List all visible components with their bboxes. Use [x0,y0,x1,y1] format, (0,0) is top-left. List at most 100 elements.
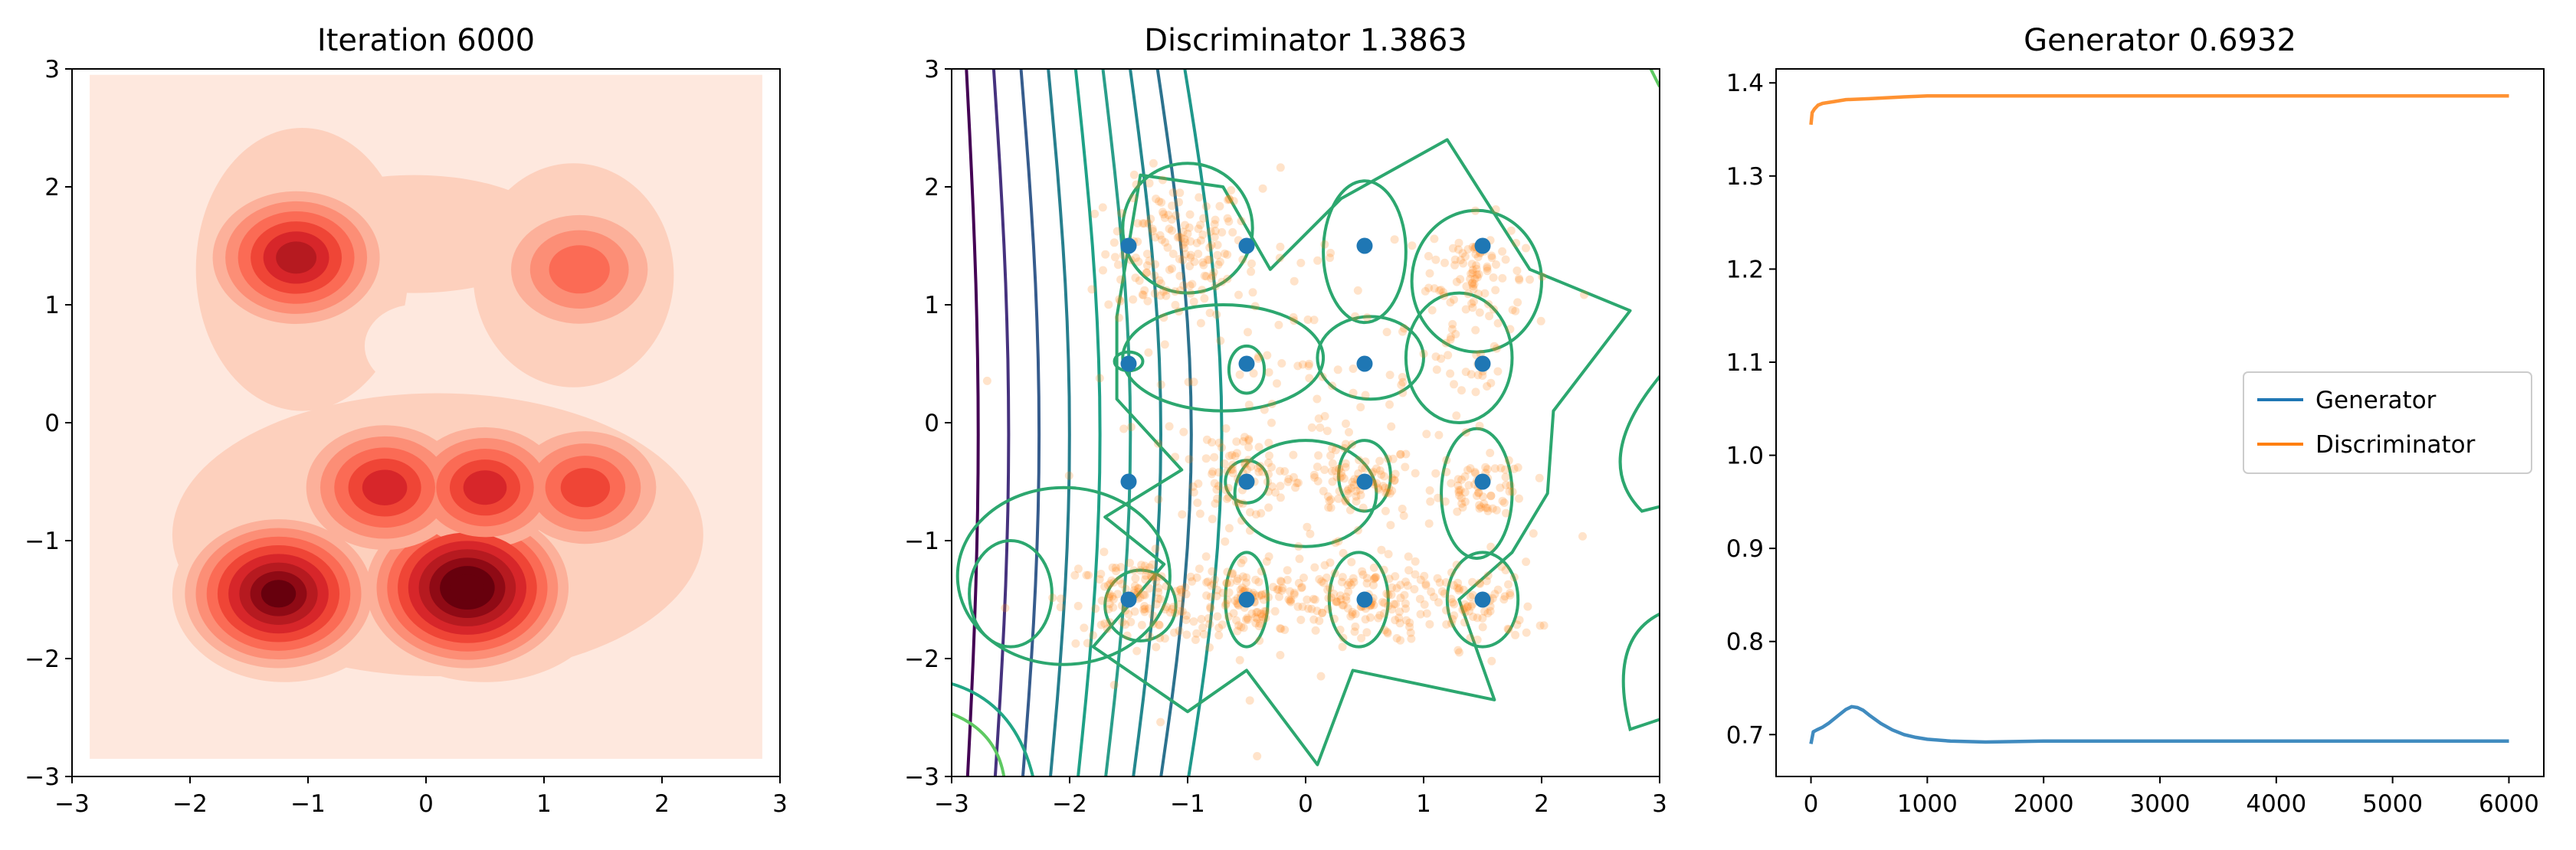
generated-point [1129,586,1139,595]
loss-title: Generator 0.6932 [2024,23,2296,58]
generated-point [1483,504,1492,512]
generated-point [1149,620,1158,629]
generated-point [1262,557,1271,566]
generated-point [1175,307,1183,316]
generated-point [1261,589,1270,598]
generated-point [1134,584,1143,593]
generated-point [1223,250,1232,259]
generated-point [1506,226,1516,235]
generated-point [1318,609,1327,617]
generated-point [1497,562,1506,571]
generated-point [1509,573,1519,582]
generated-point [1327,466,1336,476]
generated-point [1467,299,1476,308]
generated-point [1448,615,1457,624]
generated-point [1140,219,1149,228]
real-point [1120,237,1137,254]
generated-point [1447,332,1455,342]
generated-point [1442,456,1451,465]
generated-point [1244,328,1252,337]
generated-point [1257,612,1267,621]
generated-point [1104,593,1113,603]
generated-point [1506,590,1515,600]
generated-point [1183,229,1192,238]
generated-point [1201,454,1211,463]
generated-point [1329,590,1339,598]
generated-point [1098,203,1107,212]
generated-point [1385,371,1395,380]
generated-point [1229,609,1238,618]
generated-point [1232,577,1241,585]
generated-point [1188,577,1197,586]
generated-point [1351,622,1360,631]
generated-point [1538,272,1547,281]
generated-point [1362,579,1372,588]
generated-point [1148,224,1157,234]
generated-point [1259,595,1268,604]
generated-point [1446,298,1455,307]
generated-point [1421,580,1431,589]
generated-point [1228,569,1237,578]
generated-point [1439,288,1448,297]
generated-point [1468,278,1477,287]
generated-point [1227,450,1237,459]
generated-point [1264,503,1273,512]
generated-point [1286,597,1294,606]
generated-point [1177,587,1186,597]
generated-point [1273,585,1282,594]
generated-point [1224,524,1234,533]
generated-point [1432,365,1441,374]
generated-point [1148,227,1157,236]
density-contour [362,469,408,505]
generated-point [1164,211,1173,220]
generated-point [1232,616,1240,625]
generated-point [1096,620,1106,629]
generated-point [1215,257,1224,266]
real-point [1120,355,1137,372]
generated-point [1368,469,1377,478]
generated-point [1468,266,1477,274]
generated-point [1397,381,1406,390]
generated-point [1401,599,1410,608]
generated-point [1336,591,1345,600]
contour-line [1621,612,1660,731]
generated-point [1416,575,1425,584]
generated-point [1157,235,1166,244]
generated-point [1345,427,1353,436]
generated-point [1384,590,1393,600]
generated-point [1073,601,1083,610]
generated-point [1233,626,1242,636]
generated-point [1275,592,1283,601]
generated-point [1215,201,1224,211]
generated-point [1500,592,1509,601]
generated-point [1221,424,1231,433]
generated-point [1463,289,1473,299]
generated-point [1358,570,1368,579]
generated-point [1213,612,1222,621]
generated-point [1181,616,1191,624]
generated-point [1178,240,1188,249]
generated-point [1372,464,1381,473]
generated-point [1140,590,1149,600]
generated-point [1115,295,1124,304]
generated-point [1578,531,1587,541]
generated-point [1126,256,1136,265]
generated-point [1343,604,1352,613]
generated-point [1456,275,1465,284]
generated-point [1468,268,1477,277]
generated-point [1479,492,1488,502]
generated-point [1362,574,1372,583]
generated-point [1372,573,1381,582]
generated-point [1492,344,1501,353]
contour-line [1440,427,1514,561]
generated-point [1411,557,1420,566]
generated-point [1258,615,1267,624]
generated-point [1489,305,1498,314]
generated-point [1222,579,1231,588]
generated-point [1138,290,1147,299]
generated-point [1224,195,1234,203]
generated-point [1378,482,1388,491]
generated-point [1347,483,1356,492]
generated-point [1057,594,1065,603]
generated-point [1256,462,1265,471]
